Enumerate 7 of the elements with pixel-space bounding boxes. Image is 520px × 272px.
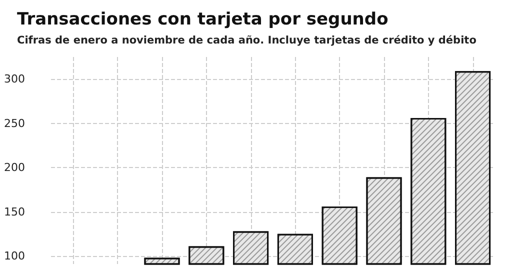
y-tick-label: 200 [4,161,25,174]
y-tick-label: 300 [4,72,25,86]
y-tick-label: 250 [4,116,25,130]
y-tick-label: 150 [4,205,25,218]
chart-title: Transacciones con tarjeta por segundo [17,10,388,30]
chart-subtitle: Cifras de enero a noviembre de cada año. Incluye tarjetas de crédito y débito [17,34,476,46]
y-tick-label: 100 [4,250,25,263]
